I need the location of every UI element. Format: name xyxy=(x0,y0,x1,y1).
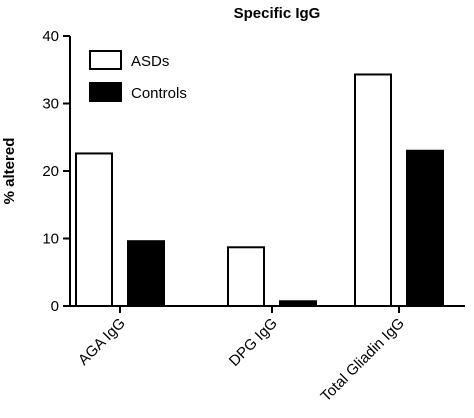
category-labels: AGA IgG DPG IgG Total Gliadin IgG xyxy=(75,306,408,405)
y-tick-label: 30 xyxy=(42,96,59,113)
bar-controls-1 xyxy=(279,300,317,307)
bar-asds-2 xyxy=(354,73,392,307)
bar-asds-1 xyxy=(227,246,265,307)
chart-title: Specific IgG xyxy=(234,5,321,22)
y-tick-label: 0 xyxy=(51,298,59,315)
x-tick-label: Total Gliadin IgG xyxy=(317,315,407,405)
bar-asds-0 xyxy=(75,152,113,307)
y-tick-label: 10 xyxy=(42,231,59,248)
legend-label: ASDs xyxy=(131,53,169,70)
bar-controls-0 xyxy=(127,240,165,307)
legend-swatch-asds xyxy=(89,50,122,70)
legend: ASDs Controls xyxy=(89,50,187,102)
x-tick-label: DPG IgG xyxy=(226,315,281,370)
x-tick-label: AGA IgG xyxy=(75,315,129,369)
y-tick-label: 20 xyxy=(42,163,59,180)
legend-swatch-controls xyxy=(89,82,122,102)
legend-label: Controls xyxy=(131,85,187,102)
bar-controls-2 xyxy=(406,149,444,307)
y-tick-label: 40 xyxy=(42,28,59,45)
y-axis-label: % altered xyxy=(1,138,18,205)
bars xyxy=(75,73,444,307)
